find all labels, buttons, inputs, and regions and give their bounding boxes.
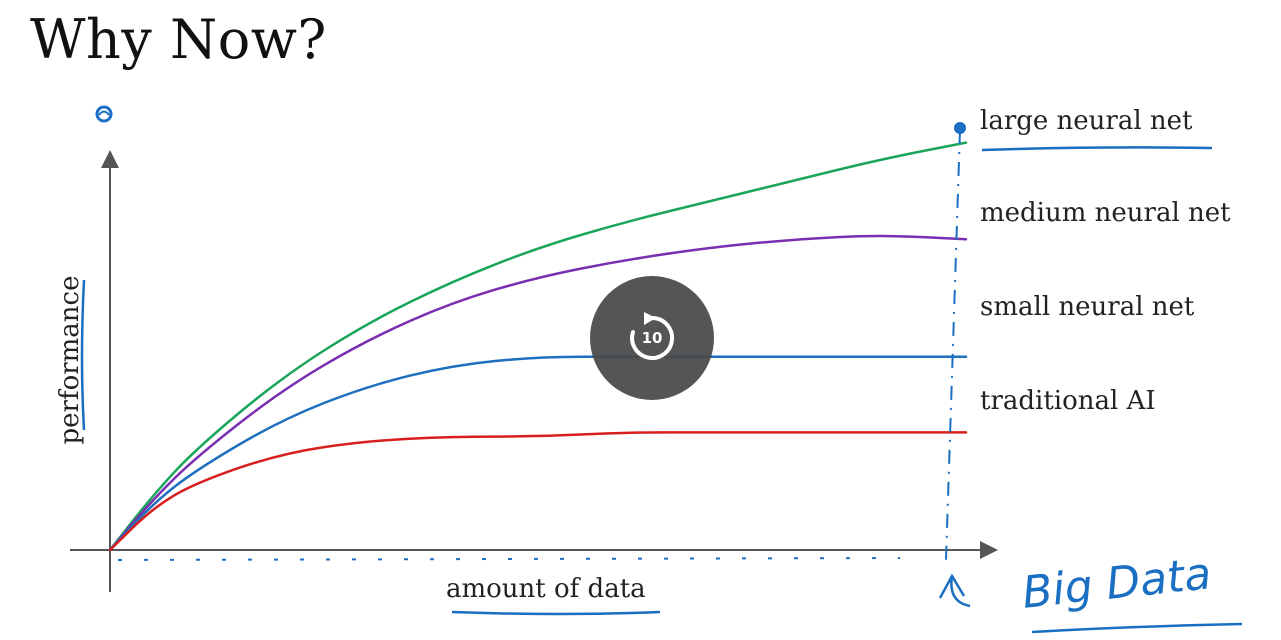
legend-traditional-ai: traditional AI xyxy=(980,386,1156,416)
legend-medium-neural-net: medium neural net xyxy=(980,198,1231,228)
xlabel-underline xyxy=(451,610,661,616)
series-line-traditional-ai xyxy=(108,431,968,552)
series-line-small-neural-net xyxy=(108,355,968,552)
y-axis-label: performance xyxy=(55,275,85,445)
big-data-marker-line xyxy=(945,129,961,561)
big-data-marker-dot xyxy=(954,122,966,134)
slide-title: Why Now? xyxy=(30,8,327,71)
ylabel-underline xyxy=(80,279,86,431)
y-axis-arrow xyxy=(101,150,119,168)
pen-cursor-icon xyxy=(95,105,113,123)
series-line-medium-neural-net xyxy=(108,234,968,552)
series-line-large-neural-net xyxy=(108,141,968,552)
replay-10-icon xyxy=(630,312,675,360)
x-axis-arrow xyxy=(980,541,998,559)
big-data-underline xyxy=(1031,622,1243,634)
big-data-arrow-icon xyxy=(938,573,971,608)
legend-small-neural-net: small neural net xyxy=(980,292,1195,322)
label-underline xyxy=(981,146,1213,152)
axis-dash-annotation xyxy=(117,557,901,561)
replay-10-button[interactable]: 10 xyxy=(590,276,714,400)
x-axis-label: amount of data xyxy=(446,574,646,604)
legend-large-neural-net: large neural net xyxy=(980,106,1193,136)
